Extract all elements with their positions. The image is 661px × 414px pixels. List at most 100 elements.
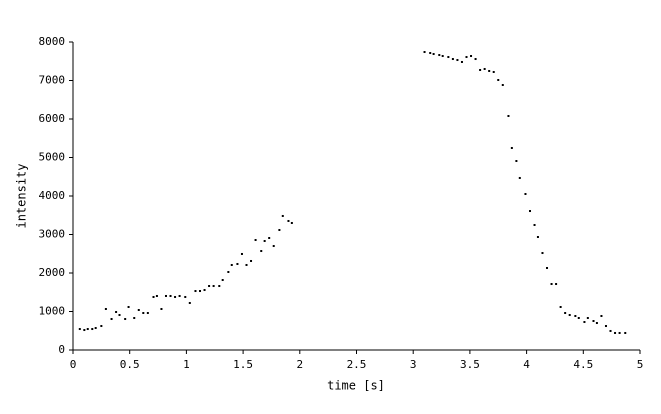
point	[133, 317, 136, 320]
point	[474, 58, 477, 61]
point	[583, 321, 586, 324]
y-tick-label: 7000	[39, 74, 66, 87]
point	[618, 331, 621, 334]
point	[164, 294, 167, 297]
x-tick-label: 5	[637, 358, 644, 371]
point	[501, 84, 504, 87]
point	[250, 259, 253, 262]
point	[600, 315, 603, 318]
point	[240, 252, 243, 255]
point	[515, 160, 518, 163]
point	[465, 56, 468, 59]
point	[254, 239, 257, 242]
point	[137, 308, 140, 311]
point	[541, 252, 544, 255]
x-tick-label: 3	[410, 358, 417, 371]
point	[236, 262, 239, 265]
y-tick-label: 0	[58, 343, 65, 356]
point	[100, 325, 103, 328]
point	[447, 56, 450, 59]
point	[118, 314, 121, 317]
point	[230, 263, 233, 266]
point	[609, 329, 612, 332]
point	[483, 67, 486, 70]
point	[152, 295, 155, 298]
y-tick-label: 8000	[39, 35, 66, 48]
point	[507, 114, 510, 117]
point	[564, 312, 567, 315]
point	[441, 55, 444, 58]
point	[574, 315, 577, 318]
point	[110, 318, 113, 321]
y-tick-label: 2000	[39, 266, 66, 279]
point	[83, 329, 86, 332]
point	[86, 328, 89, 331]
point	[577, 317, 580, 320]
point	[174, 295, 177, 298]
point	[263, 240, 266, 243]
point	[429, 52, 432, 55]
point	[94, 327, 97, 330]
point	[550, 283, 553, 286]
point	[278, 228, 281, 231]
point	[604, 325, 607, 328]
point	[281, 214, 284, 217]
y-tick-label: 3000	[39, 228, 66, 241]
point	[218, 285, 221, 288]
point	[624, 331, 627, 334]
point	[104, 307, 107, 310]
point	[142, 312, 145, 315]
x-tick-label: 0.5	[120, 358, 140, 371]
point	[555, 283, 558, 286]
point	[438, 54, 441, 57]
point	[199, 290, 202, 293]
x-tick-label: 2.5	[347, 358, 367, 371]
point	[592, 320, 595, 323]
point	[194, 290, 197, 293]
point	[208, 285, 211, 288]
point	[488, 69, 491, 72]
point	[127, 305, 130, 308]
point	[460, 60, 463, 63]
point	[178, 294, 181, 297]
point	[492, 70, 495, 73]
y-tick-label: 1000	[39, 305, 66, 318]
point	[290, 221, 293, 224]
point	[287, 219, 290, 222]
x-tick-label: 4.5	[573, 358, 593, 371]
point	[155, 294, 158, 297]
point	[595, 322, 598, 325]
point	[160, 307, 163, 310]
point	[432, 53, 435, 56]
point	[497, 78, 500, 81]
x-tick-label: 2	[296, 358, 303, 371]
point	[272, 245, 275, 248]
x-axis-label: time [s]	[327, 379, 385, 393]
point	[568, 314, 571, 317]
y-tick-label: 4000	[39, 189, 66, 202]
point	[184, 295, 187, 298]
point	[470, 55, 473, 58]
y-tick-label: 5000	[39, 151, 66, 164]
point	[268, 237, 271, 240]
point	[559, 305, 562, 308]
point	[260, 250, 263, 253]
point	[91, 328, 94, 331]
y-axis-label: intensity	[15, 163, 29, 228]
point	[78, 328, 81, 331]
point	[479, 68, 482, 71]
point	[456, 59, 459, 62]
point	[510, 146, 513, 149]
point	[529, 210, 532, 213]
point	[227, 270, 230, 273]
x-tick-label: 4	[523, 358, 530, 371]
point	[451, 58, 454, 61]
point	[188, 301, 191, 304]
point	[203, 289, 206, 292]
point	[124, 318, 127, 321]
point	[221, 279, 224, 282]
point	[518, 176, 521, 179]
point	[423, 51, 426, 54]
point	[586, 317, 589, 320]
